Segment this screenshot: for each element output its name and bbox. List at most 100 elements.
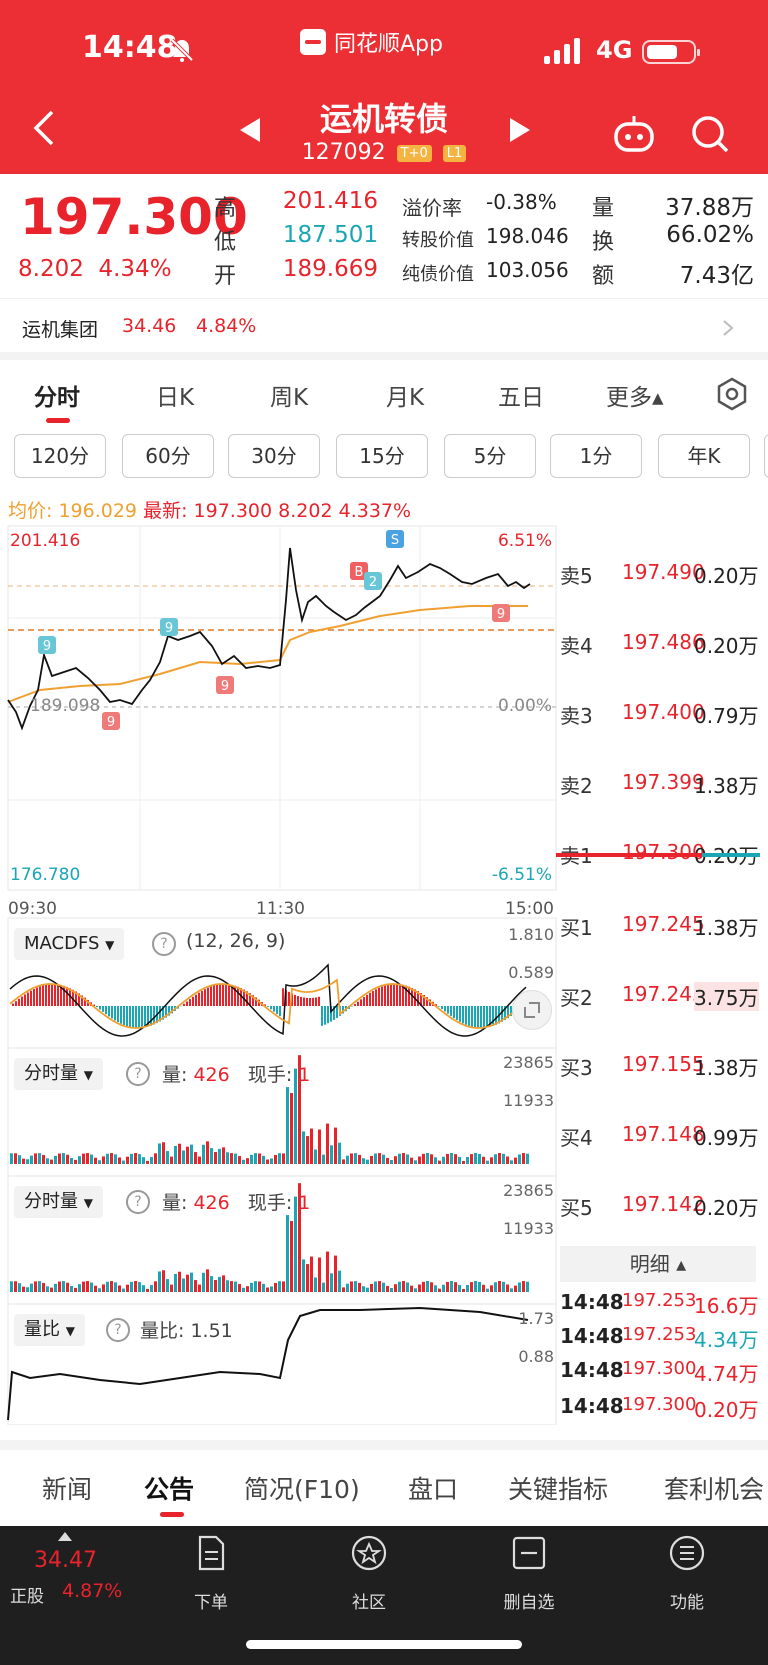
volume-bar	[382, 1154, 385, 1164]
trade-detail-row: 14:48 197.300 0.20万	[560, 1394, 768, 1422]
ask-row[interactable]: 卖4 197.486 0.20万	[560, 630, 760, 658]
nav-functions[interactable]: 功能	[670, 1593, 704, 1613]
volume-bar	[462, 1160, 465, 1164]
pill-30min[interactable]: 30分	[228, 434, 320, 478]
y-mid-label: 189.098	[30, 696, 100, 716]
volume-bar	[278, 1281, 281, 1292]
volume-bar	[410, 1157, 413, 1164]
robot-assistant-icon[interactable]	[612, 112, 656, 156]
btab-f10[interactable]: 简况(F10)	[244, 1475, 360, 1504]
l1-tag: L1	[442, 144, 467, 162]
remove-watchlist-icon[interactable]	[510, 1534, 548, 1572]
tab-monthly-k[interactable]: 月K	[386, 385, 425, 411]
bid-row[interactable]: 买1 197.245 1.38万	[560, 912, 760, 940]
btab-news[interactable]: 新闻	[42, 1475, 93, 1504]
nav-stock-label: 正股	[10, 1587, 44, 1607]
volume-bar	[334, 1127, 337, 1164]
volume-bar	[14, 1153, 17, 1164]
macd-mid-label: 0.589	[508, 963, 554, 982]
ask-row[interactable]: 卖3 197.400 0.79万	[560, 700, 760, 728]
volume-bar	[446, 1281, 449, 1292]
volume-bar	[514, 1157, 517, 1164]
search-icon[interactable]	[690, 114, 730, 154]
pill-60min[interactable]: 60分	[122, 434, 214, 478]
volume-bar	[306, 1264, 309, 1292]
vol1-help-icon[interactable]: ?	[126, 1062, 150, 1086]
tab-weekly-k[interactable]: 周K	[270, 385, 309, 411]
menu-circle-icon[interactable]	[668, 1534, 706, 1572]
volume-bar	[346, 1155, 349, 1164]
intraday-chart[interactable]: 9 9 9 9 B2 S 9 201.416 189.098 176.780 6.51% 0…	[0, 520, 560, 1425]
prev-stock-button[interactable]	[240, 118, 260, 149]
vol2-selector[interactable]: 分时量 ▼	[14, 1186, 103, 1218]
btab-announcement[interactable]: 公告	[144, 1475, 195, 1504]
trade-detail-row: 14:48 197.253 4.34万	[560, 1324, 768, 1352]
pill-1min[interactable]: 1分	[550, 434, 642, 478]
macd-name: MACDFS	[24, 933, 100, 954]
tab-five-day[interactable]: 五日	[498, 385, 544, 411]
nav-stock-price[interactable]: 34.47	[34, 1548, 97, 1573]
avg-price-row: 均价: 196.029 最新: 197.300 8.202 4.337%	[8, 496, 411, 523]
vol2-top-label: 23865	[503, 1181, 554, 1200]
settings-hexagon-icon[interactable]	[714, 376, 750, 412]
btab-key-metrics[interactable]: 关键指标	[508, 1475, 609, 1504]
volume-bar	[330, 1145, 333, 1164]
bid-row[interactable]: 买3 197.155 1.38万	[560, 1052, 760, 1080]
volume-bar	[138, 1282, 141, 1292]
volume-bar	[154, 1153, 157, 1164]
volume-bar	[246, 1286, 249, 1292]
volume-bar	[174, 1273, 177, 1292]
vol2-mid-label: 11933	[503, 1219, 554, 1238]
vol2-help-icon[interactable]: ?	[126, 1190, 150, 1214]
bottom-divider	[0, 1440, 768, 1450]
volume-bar	[186, 1146, 189, 1164]
ratio-help-icon[interactable]: ?	[106, 1318, 130, 1342]
pill-5min[interactable]: 5分	[444, 434, 536, 478]
underlying-stock-row[interactable]: 运机集团 34.46 4.84%	[0, 298, 768, 354]
expand-chart-button[interactable]	[512, 990, 552, 1030]
ask-row[interactable]: 卖2 197.399 1.38万	[560, 770, 760, 798]
vol1-selector[interactable]: 分时量 ▼	[14, 1058, 103, 1090]
volume-bar	[226, 1280, 229, 1292]
ratio-selector[interactable]: 量比 ▼	[14, 1314, 85, 1346]
pill-year-k[interactable]: 年K	[658, 434, 750, 478]
bid-row[interactable]: 买4 197.148 0.99万	[560, 1122, 760, 1150]
volume-bar	[218, 1148, 221, 1164]
volume-bar	[306, 1136, 309, 1164]
tab-daily-k[interactable]: 日K	[156, 385, 195, 411]
volume-bar	[358, 1154, 361, 1164]
tab-more[interactable]: 更多▴	[606, 385, 664, 411]
pill-15min[interactable]: 15分	[336, 434, 428, 478]
volume-bar	[78, 1156, 81, 1164]
volume-bar	[478, 1281, 481, 1292]
macd-help-icon[interactable]: ?	[152, 932, 176, 956]
nav-community[interactable]: 社区	[352, 1593, 386, 1613]
ratio-value: 1.51	[190, 1320, 233, 1342]
macd-selector[interactable]: MACDFS ▼	[14, 928, 125, 960]
volume-bar	[414, 1160, 417, 1164]
badge-box	[102, 712, 120, 730]
detail-toggle[interactable]: 明细 ▴	[560, 1246, 756, 1282]
pill-120min[interactable]: 120分	[14, 434, 106, 478]
order-document-icon[interactable]	[192, 1534, 230, 1572]
nav-order[interactable]: 下单	[194, 1593, 228, 1613]
next-stock-button[interactable]	[510, 118, 530, 149]
back-button[interactable]	[30, 108, 56, 156]
volume-bar	[86, 1281, 89, 1292]
ask-row[interactable]: 卖5 197.490 0.20万	[560, 560, 760, 588]
volume-bar	[318, 1257, 321, 1292]
price-line	[7, 547, 531, 731]
tab-intraday[interactable]: 分时	[34, 385, 80, 411]
nav-remove-watchlist[interactable]: 删自选	[503, 1593, 555, 1613]
bid-row[interactable]: 买2 197.243 3.75万	[560, 982, 760, 1011]
volume-bar	[326, 1251, 329, 1292]
btab-order-book[interactable]: 盘口	[408, 1475, 459, 1504]
bid-row[interactable]: 买5 197.142 0.20万	[560, 1192, 760, 1220]
bid-price: 197.245	[622, 912, 705, 936]
pct-top-label: 6.51%	[498, 531, 552, 551]
community-star-icon[interactable]	[350, 1534, 388, 1572]
volume-bar	[94, 1285, 97, 1292]
btab-arbitrage[interactable]: 套利机会	[664, 1475, 765, 1504]
volume-bar	[434, 1157, 437, 1164]
